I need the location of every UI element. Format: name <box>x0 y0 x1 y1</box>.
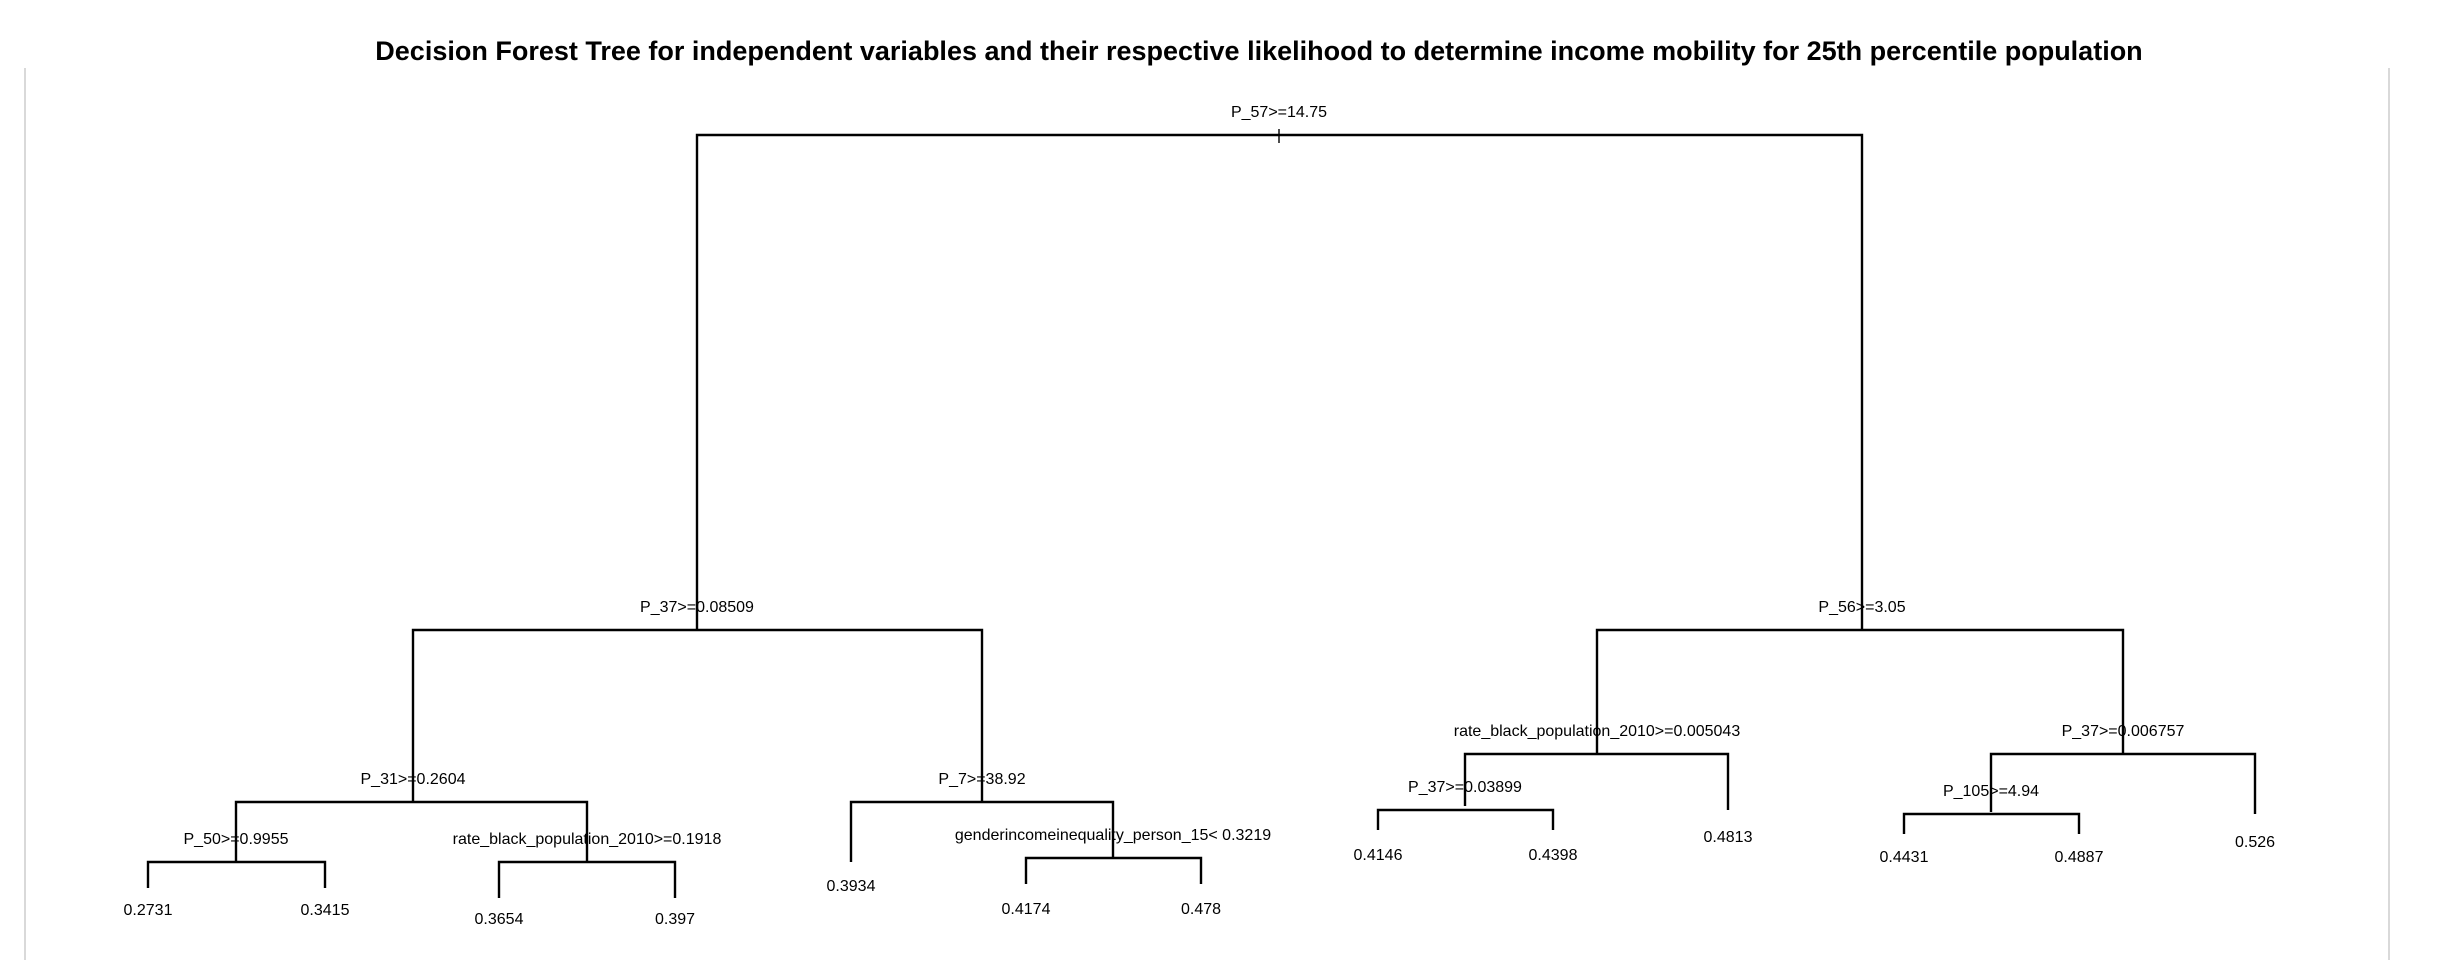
node-label-llr: rate_black_population_2010>=0.1918 <box>453 831 722 848</box>
node-label-rrl: P_105>=4.94 <box>1943 783 2039 800</box>
node-label-rll: P_37>=0.03899 <box>1408 779 1522 796</box>
edge-root <box>695 133 1864 268</box>
edge-ll-split <box>234 800 589 862</box>
leaf-value-lrrr: 0.478 <box>1181 901 1221 918</box>
node-label-ll: P_31>=0.2604 <box>361 771 466 788</box>
edge-rll-split <box>1376 808 1555 830</box>
leaf-value-rlr: 0.4813 <box>1704 829 1753 846</box>
node-label-root: P_57>=14.75 <box>1231 104 1327 121</box>
leaf-value-llrl: 0.3654 <box>475 911 524 928</box>
leaf-value-rllr: 0.4398 <box>1529 847 1578 864</box>
edge-llr-split <box>497 860 677 898</box>
panel-border-right <box>2388 68 2390 960</box>
leaf-value-lrl: 0.3934 <box>827 878 876 895</box>
leaf-value-llll: 0.2731 <box>124 902 173 919</box>
node-label-lll: P_50>=0.9955 <box>184 831 289 848</box>
node-label-r: P_56>=3.05 <box>1818 599 1905 616</box>
node-label-lrr: genderincomeinequality_person_15< 0.3219 <box>955 827 1271 844</box>
leaf-value-rlll: 0.4146 <box>1354 847 1403 864</box>
node-label-l: P_37>=0.08509 <box>640 599 754 616</box>
node-label-rl: rate_black_population_2010>=0.005043 <box>1454 723 1741 740</box>
edge-rrl-split <box>1902 812 2081 834</box>
node-label-lr: P_7>=38.92 <box>938 771 1025 788</box>
edge-l-split <box>411 628 984 798</box>
edge-lrr-split <box>1024 856 1203 884</box>
leaf-value-llrr: 0.397 <box>655 911 695 928</box>
edge-lll-split <box>146 860 327 888</box>
node-label-rr: P_37>=0.006757 <box>2062 723 2185 740</box>
leaf-value-rrlr: 0.4887 <box>2055 849 2104 866</box>
edge-r-split <box>1595 628 2125 752</box>
leaf-value-lllr: 0.3415 <box>301 902 350 919</box>
leaf-value-lrrl: 0.4174 <box>1002 901 1051 918</box>
leaf-value-rrll: 0.4431 <box>1880 849 1929 866</box>
panel-border-left <box>24 68 26 960</box>
leaf-value-rrr: 0.526 <box>2235 834 2275 851</box>
diagram-title: Decision Forest Tree for independent var… <box>375 36 2143 66</box>
